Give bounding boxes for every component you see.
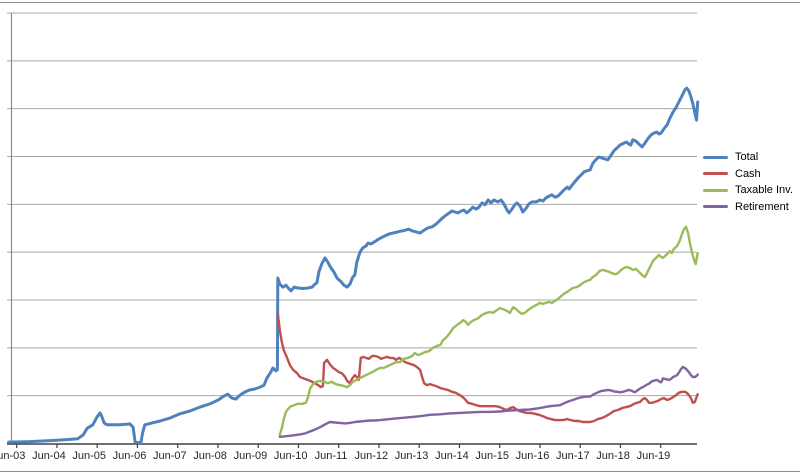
- top-border-line: [0, 2, 800, 3]
- x-axis-label: Jun-05: [72, 450, 106, 462]
- legend-item-total: Total: [703, 149, 793, 166]
- x-axis-label: Jun-14: [435, 450, 469, 462]
- x-axis-label: Jun-15: [475, 450, 509, 462]
- legend-swatch-total: [703, 155, 728, 159]
- legend-label-total: Total: [735, 151, 759, 164]
- x-axis-label: Jun-09: [234, 450, 268, 462]
- legend-item-taxable-inv: Taxable Inv.: [703, 182, 793, 199]
- x-axis-label: Jun-16: [516, 450, 550, 462]
- x-axis-label: Jun-12: [354, 450, 388, 462]
- legend-label-cash: Cash: [735, 167, 761, 180]
- series-line-retirement: [278, 365, 699, 438]
- series-line-cash: [276, 312, 699, 424]
- series-line-taxable-inv: [278, 225, 699, 437]
- legend-swatch-retirement: [703, 205, 728, 209]
- x-axis-label: Jun-19: [637, 450, 671, 462]
- x-axis-label: Jun-06: [113, 450, 147, 462]
- series-line-total: [7, 86, 700, 445]
- x-axis-label: Jun-11: [315, 450, 348, 462]
- bottom-border-line: [0, 471, 800, 472]
- x-axis-label: Jun-13: [395, 450, 429, 462]
- x-axis-label: Jun-07: [153, 450, 187, 462]
- legend-label-retirement: Retirement: [735, 200, 789, 213]
- legend: Total Cash Taxable Inv. Retirement: [703, 149, 793, 215]
- x-axis-label: Jun-18: [596, 450, 630, 462]
- x-axis-label: Jun-04: [32, 450, 66, 462]
- legend-label-taxable-inv: Taxable Inv.: [735, 184, 793, 197]
- x-axis-label: Jun-17: [556, 450, 590, 462]
- legend-swatch-taxable-inv: [703, 188, 728, 192]
- legend-swatch-cash: [703, 172, 728, 176]
- x-axis-label: Jun-03: [0, 450, 25, 462]
- legend-item-cash: Cash: [703, 166, 793, 183]
- x-axis-label: Jun-10: [274, 450, 308, 462]
- legend-item-retirement: Retirement: [703, 199, 793, 216]
- x-axis-label: Jun-08: [193, 450, 227, 462]
